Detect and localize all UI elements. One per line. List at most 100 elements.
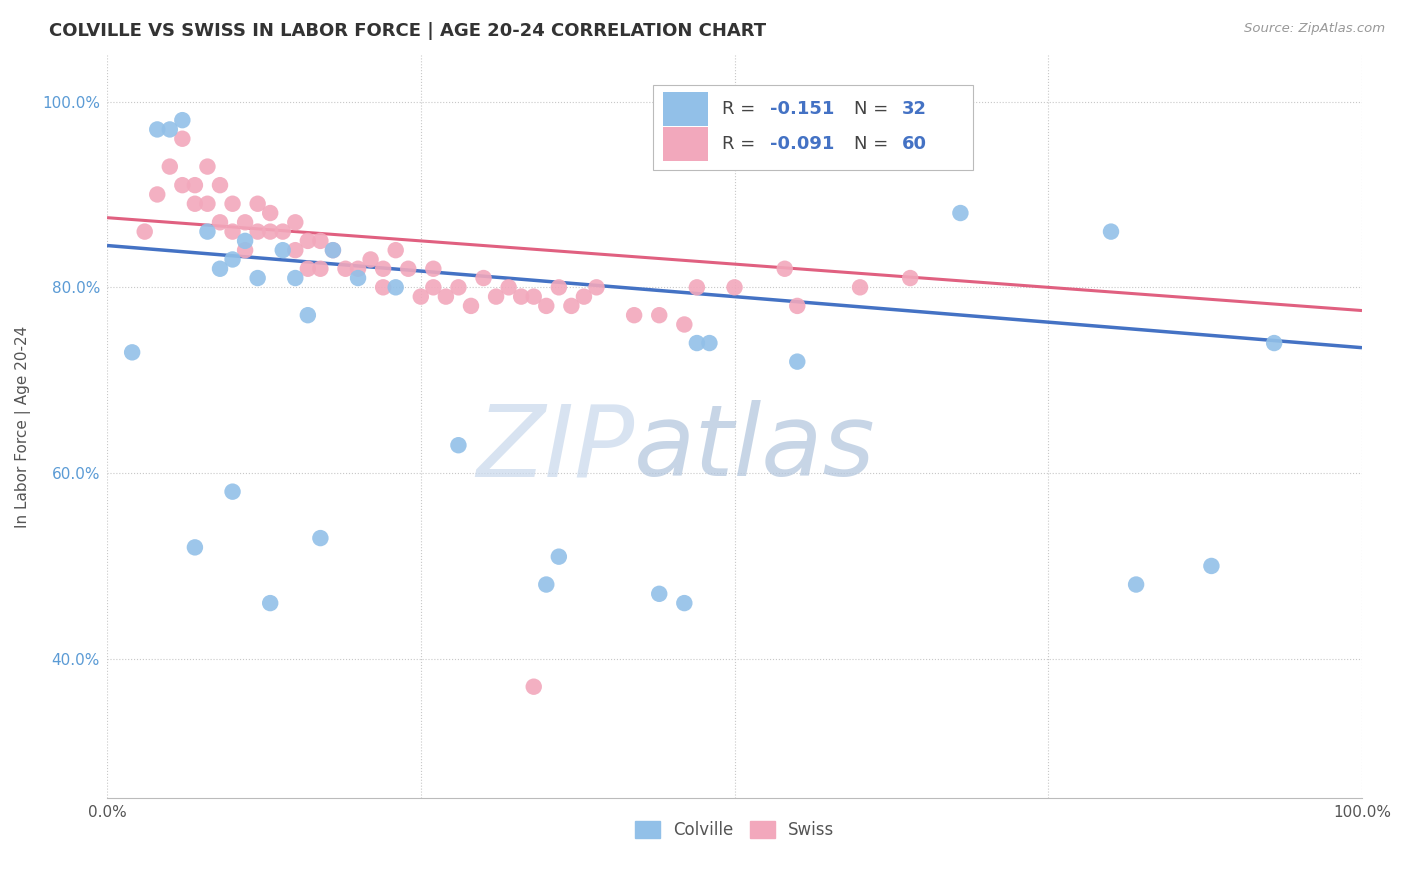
Point [898,271,921,285]
Point [786,354,808,368]
Point [347,271,370,285]
Point [233,243,256,257]
Y-axis label: In Labor Force | Age 20-24: In Labor Force | Age 20-24 [15,326,31,528]
Point [699,336,721,351]
Point [547,549,569,564]
Point [523,680,546,694]
Point [233,215,256,229]
Text: atlas: atlas [634,401,876,498]
Point [322,243,344,257]
Point [472,271,495,285]
Point [585,280,607,294]
Point [208,178,231,193]
Point [284,243,307,257]
Point [648,587,671,601]
Text: N =: N = [853,100,894,118]
Point [246,271,269,285]
Point [384,280,406,294]
Point [949,206,972,220]
Point [523,290,546,304]
Text: R =: R = [721,100,761,118]
Point [396,261,419,276]
Point [184,196,207,211]
Point [159,160,181,174]
Point [309,531,332,545]
Text: Source: ZipAtlas.com: Source: ZipAtlas.com [1244,22,1385,36]
Point [134,225,156,239]
Point [197,225,219,239]
Point [309,234,332,248]
Point [172,113,194,128]
Point [221,484,243,499]
Point [686,336,709,351]
Point [623,308,645,322]
Point [434,290,457,304]
Point [208,261,231,276]
Point [146,187,169,202]
Point [409,290,432,304]
Text: R =: R = [721,136,761,153]
Text: N =: N = [853,136,894,153]
Point [172,178,194,193]
Point [673,596,696,610]
Point [1201,558,1223,573]
Point [208,215,231,229]
Point [284,271,307,285]
Point [172,132,194,146]
Legend: Colville, Swiss: Colville, Swiss [628,814,841,846]
Text: ZIP: ZIP [475,401,634,498]
Point [259,596,281,610]
Point [309,261,332,276]
Point [335,261,357,276]
Text: 32: 32 [901,100,927,118]
Point [373,280,395,294]
FancyBboxPatch shape [664,92,709,126]
Point [373,261,395,276]
Point [159,122,181,136]
Point [447,280,470,294]
Point [297,234,319,248]
Point [1125,577,1147,591]
Point [560,299,582,313]
Point [536,577,558,591]
Point [786,299,808,313]
Point [547,280,569,294]
Point [259,225,281,239]
Point [221,196,243,211]
Text: -0.091: -0.091 [769,136,834,153]
Point [648,308,671,322]
Point [1099,225,1122,239]
Point [246,196,269,211]
Point [284,215,307,229]
Point [384,243,406,257]
Point [686,280,709,294]
Point [297,261,319,276]
Point [723,280,745,294]
Point [773,261,796,276]
Point [510,290,533,304]
Point [460,299,482,313]
Point [485,290,508,304]
Point [271,225,294,239]
Point [1263,336,1285,351]
Point [447,438,470,452]
Point [246,225,269,239]
Point [422,261,444,276]
Text: -0.151: -0.151 [769,100,834,118]
Point [297,308,319,322]
Point [184,541,207,555]
FancyBboxPatch shape [664,128,709,161]
Point [221,252,243,267]
Point [422,280,444,294]
Point [849,280,872,294]
Point [498,280,520,294]
Text: COLVILLE VS SWISS IN LABOR FORCE | AGE 20-24 CORRELATION CHART: COLVILLE VS SWISS IN LABOR FORCE | AGE 2… [49,22,766,40]
FancyBboxPatch shape [652,85,973,170]
Point [184,178,207,193]
Point [673,318,696,332]
Point [536,299,558,313]
Point [271,243,294,257]
Point [347,261,370,276]
Point [572,290,595,304]
Text: 60: 60 [901,136,927,153]
